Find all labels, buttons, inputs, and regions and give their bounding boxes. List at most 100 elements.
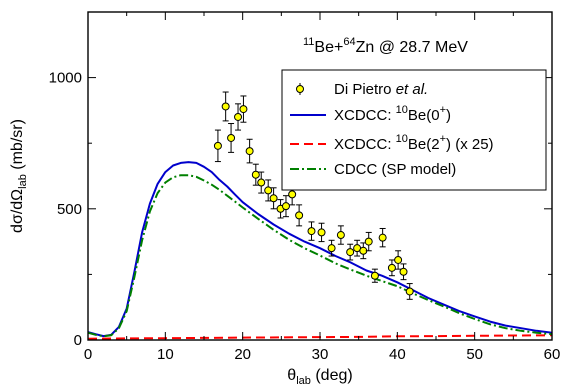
data-point xyxy=(239,95,248,123)
reaction-annotation: 11Be+64Zn @ 28.7 MeV xyxy=(303,36,468,56)
y-tick-label: 1000 xyxy=(49,70,82,87)
data-point xyxy=(327,239,336,257)
legend-text-part: Be(0 xyxy=(408,107,440,124)
data-point xyxy=(245,138,254,164)
data-marker xyxy=(269,194,278,203)
legend-text-part: + xyxy=(440,133,446,145)
data-point xyxy=(317,222,326,243)
legend-label-xcdcc_gs: XCDCC: 10Be(0+) xyxy=(334,104,451,124)
series-line-xcdcc_gs xyxy=(88,161,552,338)
x-tick-label: 60 xyxy=(544,346,561,363)
data-marker xyxy=(239,105,248,114)
data-marker xyxy=(221,102,230,111)
x-axis-label: θlab (deg) xyxy=(287,367,352,385)
data-point xyxy=(221,91,230,122)
x-tick-label: 40 xyxy=(389,346,406,363)
data-marker xyxy=(364,237,373,246)
data-point xyxy=(405,283,414,300)
y-label-unit: (mb/sr) xyxy=(9,119,26,174)
legend-text-part: ) xyxy=(446,107,451,124)
y-tick-label: 0 xyxy=(74,332,82,349)
legend-text-part: ) (x 25) xyxy=(446,136,494,153)
data-marker xyxy=(281,202,290,211)
data-marker xyxy=(251,170,260,179)
data-marker xyxy=(399,267,408,276)
data-marker xyxy=(234,112,243,121)
legend-text-part: 10 xyxy=(396,104,408,116)
legend-text-part: Di Pietro xyxy=(334,81,396,98)
annotation-projectile: Be+ xyxy=(314,39,343,56)
data-point xyxy=(399,263,408,281)
data-marker xyxy=(213,141,222,150)
legend-text-part: 10 xyxy=(396,133,408,145)
data-point xyxy=(307,221,316,241)
y-tick-label: 500 xyxy=(57,201,82,218)
data-marker xyxy=(288,190,297,199)
legend-text-part: Be(2 xyxy=(408,136,440,153)
legend-label-data: Di Pietro et al. xyxy=(334,81,428,98)
data-marker xyxy=(387,263,396,272)
data-marker xyxy=(346,248,355,257)
series-line-cdcc xyxy=(88,174,552,338)
data-point xyxy=(234,103,243,131)
data-point xyxy=(387,259,396,277)
legend-entry-xcdcc_ex: XCDCC: 10Be(2+) (x 25) xyxy=(290,133,494,153)
data-marker xyxy=(327,244,336,253)
data-marker xyxy=(295,211,304,220)
data-marker xyxy=(245,147,254,156)
x-tick-label: 50 xyxy=(466,346,483,363)
x-label-unit: (deg) xyxy=(311,367,353,384)
legend-entry-cdcc: CDCC (SP model) xyxy=(290,161,456,178)
legend-label-cdcc: CDCC (SP model) xyxy=(334,161,456,178)
data-marker xyxy=(257,178,266,187)
data-point xyxy=(394,250,403,270)
data-marker xyxy=(264,186,273,195)
data-point xyxy=(264,179,273,202)
data-point xyxy=(251,163,260,186)
data-marker xyxy=(317,228,326,237)
x-tick-label: 30 xyxy=(312,346,329,363)
data-point xyxy=(213,129,222,163)
data-marker xyxy=(394,255,403,264)
x-tick-label: 10 xyxy=(157,346,174,363)
data-marker xyxy=(227,133,236,142)
y-label-subscript: lab xyxy=(17,174,29,189)
legend: Di Pietro et al.XCDCC: 10Be(0+)XCDCC: 10… xyxy=(281,69,547,191)
data-marker xyxy=(307,227,316,236)
y-label-symbol: dσ/dΩ xyxy=(9,189,26,233)
data-point xyxy=(295,204,304,227)
legend-entry-data: Di Pietro et al. xyxy=(296,81,428,98)
data-point xyxy=(269,187,278,210)
data-point xyxy=(378,227,387,248)
data-marker xyxy=(405,287,414,296)
legend-text-part: XCDCC: xyxy=(334,107,396,124)
data-point xyxy=(257,171,266,194)
annotation-target: Zn @ 28.7 MeV xyxy=(356,39,469,56)
legend-text-part: XCDCC: xyxy=(334,136,396,153)
data-point xyxy=(370,268,379,283)
x-tick-label: 0 xyxy=(84,346,92,363)
data-point xyxy=(359,242,368,260)
annotation-target-mass: 64 xyxy=(343,36,355,48)
data-marker xyxy=(336,231,345,240)
x-tick-label: 20 xyxy=(234,346,251,363)
data-marker xyxy=(370,271,379,280)
data-point xyxy=(336,225,345,245)
legend-marker-data xyxy=(296,85,304,93)
data-point xyxy=(281,195,290,218)
data-point xyxy=(227,123,236,153)
x-label-subscript: lab xyxy=(296,375,311,385)
annotation-mass-number: 11 xyxy=(303,36,314,48)
data-point xyxy=(364,231,373,252)
legend-text-part: CDCC (SP model) xyxy=(334,161,456,178)
legend-text-part: + xyxy=(440,104,446,116)
legend-text-part: et al. xyxy=(396,81,429,98)
y-axis-label: dσ/dΩlab (mb/sr) xyxy=(9,119,29,233)
legend-entry-xcdcc_gs: XCDCC: 10Be(0+) xyxy=(290,104,451,124)
data-marker xyxy=(378,233,387,242)
ticks-layer xyxy=(87,11,553,341)
x-label-symbol: θ xyxy=(287,367,296,384)
